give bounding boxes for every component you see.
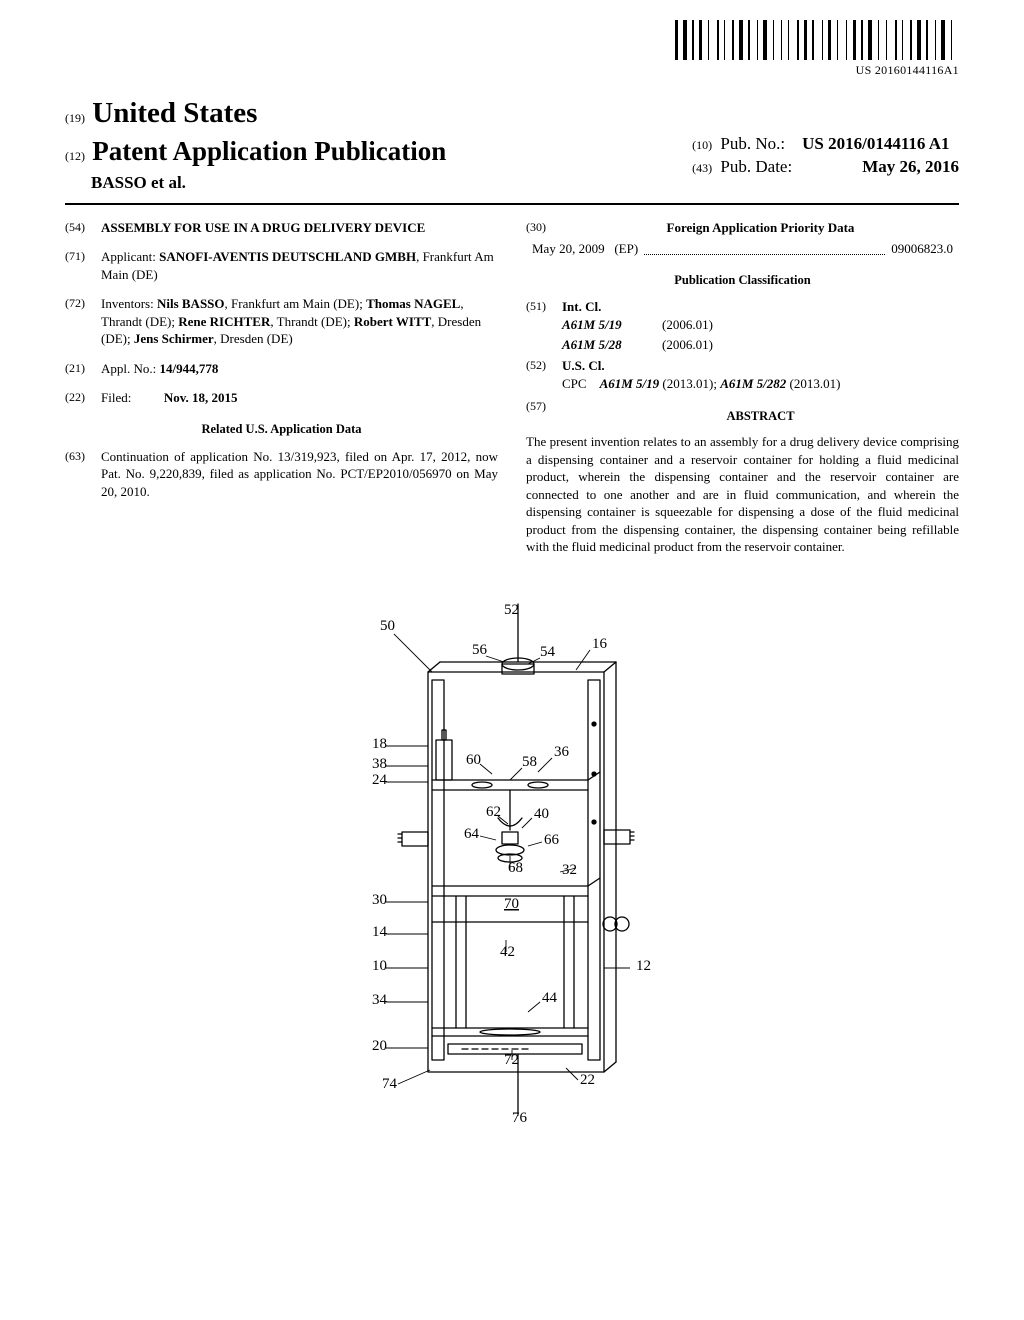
section-52: (52) U.S. Cl. CPC A61M 5/19 (2013.01); A… xyxy=(526,357,959,392)
pubdate: May 26, 2016 xyxy=(862,156,959,179)
section-51: (51) Int. Cl. A61M 5/19(2006.01)A61M 5/2… xyxy=(526,298,959,355)
svg-text:12: 12 xyxy=(636,958,651,974)
header: (19) United States (12) Patent Applicati… xyxy=(65,94,959,195)
tag-19: (19) xyxy=(65,111,85,125)
priority-date: May 20, 2009 xyxy=(532,240,605,258)
patent-figure: 5052565416183824605836624064666832307014… xyxy=(65,584,959,1137)
pubno: US 2016/0144116 A1 xyxy=(802,134,949,153)
svg-text:60: 60 xyxy=(466,752,481,768)
section-71: (71) Applicant: SANOFI-AVENTIS DEUTSCHLA… xyxy=(65,248,498,283)
svg-text:18: 18 xyxy=(372,736,387,752)
publication-id: US 20160144116A1 xyxy=(675,62,959,78)
filed-value: Nov. 18, 2015 xyxy=(164,390,238,405)
svg-text:14: 14 xyxy=(372,924,388,940)
section-30: (30) Foreign Application Priority Data xyxy=(526,219,959,237)
svg-text:50: 50 xyxy=(380,618,395,634)
left-column: (54) ASSEMBLY FOR USE IN A DRUG DELIVERY… xyxy=(65,219,498,556)
section-54: (54) ASSEMBLY FOR USE IN A DRUG DELIVERY… xyxy=(65,219,498,237)
svg-text:38: 38 xyxy=(372,756,387,772)
abstract-text: The present invention relates to an asse… xyxy=(526,433,959,556)
priority-row: May 20, 2009 (EP) 09006823.0 xyxy=(526,240,959,258)
cpc-value: A61M 5/19 (2013.01); A61M 5/282 (2013.01… xyxy=(600,376,841,391)
barcode-block: US 20160144116A1 xyxy=(675,20,959,78)
tag-43: (43) xyxy=(692,161,712,175)
barcode-image xyxy=(675,20,959,60)
svg-text:52: 52 xyxy=(504,602,519,618)
inventors-label: Inventors: xyxy=(101,296,154,311)
applicant-name: SANOFI-AVENTIS DEUTSCHLAND GMBH xyxy=(159,249,416,264)
top-barcode-area: US 20160144116A1 xyxy=(65,20,959,88)
svg-text:58: 58 xyxy=(522,754,537,770)
two-columns: (54) ASSEMBLY FOR USE IN A DRUG DELIVERY… xyxy=(65,219,959,556)
svg-text:64: 64 xyxy=(464,826,480,842)
doc-type: Patent Application Publication xyxy=(92,136,446,166)
svg-text:66: 66 xyxy=(544,832,560,848)
classification-head: Publication Classification xyxy=(526,272,959,289)
code-54: (54) xyxy=(65,219,101,237)
code-63: (63) xyxy=(65,448,101,501)
pubno-label: Pub. No.: xyxy=(720,134,785,153)
code-57: (57) xyxy=(526,398,562,431)
section-22: (22) Filed: Nov. 18, 2015 xyxy=(65,389,498,407)
uscl-label: U.S. Cl. xyxy=(562,357,959,375)
svg-text:10: 10 xyxy=(372,958,387,974)
cpc-label: CPC xyxy=(562,376,587,391)
svg-text:70: 70 xyxy=(504,896,519,912)
svg-text:40: 40 xyxy=(534,806,549,822)
inventors-value: Nils BASSO, Frankfurt am Main (DE); Thom… xyxy=(101,296,481,346)
invention-title: ASSEMBLY FOR USE IN A DRUG DELIVERY DEVI… xyxy=(101,219,498,237)
applno-value: 14/944,778 xyxy=(160,361,219,376)
svg-text:24: 24 xyxy=(372,772,388,788)
country: United States xyxy=(92,97,257,129)
priority-country: (EP) xyxy=(614,240,638,258)
foreign-priority-head: Foreign Application Priority Data xyxy=(562,219,959,237)
code-22: (22) xyxy=(65,389,101,407)
svg-text:22: 22 xyxy=(580,1072,595,1088)
svg-text:76: 76 xyxy=(512,1110,528,1126)
code-72: (72) xyxy=(65,295,101,348)
code-52: (52) xyxy=(526,357,562,392)
section-63: (63) Continuation of application No. 13/… xyxy=(65,448,498,501)
tag-10: (10) xyxy=(692,138,712,152)
svg-text:62: 62 xyxy=(486,804,501,820)
pubdate-label: Pub. Date: xyxy=(720,157,792,176)
code-21: (21) xyxy=(65,360,101,378)
svg-text:34: 34 xyxy=(372,992,388,1008)
continuation-text: Continuation of application No. 13/319,9… xyxy=(101,448,498,501)
svg-text:72: 72 xyxy=(504,1052,519,1068)
section-57: (57) ABSTRACT xyxy=(526,398,959,431)
section-72: (72) Inventors: Nils BASSO, Frankfurt am… xyxy=(65,295,498,348)
authors-line: BASSO et al. xyxy=(91,172,446,195)
applicant-label: Applicant: xyxy=(101,249,156,264)
svg-text:54: 54 xyxy=(540,644,556,660)
right-column: (30) Foreign Application Priority Data M… xyxy=(526,219,959,556)
svg-text:16: 16 xyxy=(592,636,608,652)
svg-text:30: 30 xyxy=(372,892,387,908)
svg-text:56: 56 xyxy=(472,642,488,658)
code-71: (71) xyxy=(65,248,101,283)
intcl-label: Int. Cl. xyxy=(562,298,959,316)
svg-text:20: 20 xyxy=(372,1038,387,1054)
filed-label: Filed: xyxy=(101,390,131,405)
svg-text:42: 42 xyxy=(500,944,515,960)
abstract-head: ABSTRACT xyxy=(562,408,959,425)
svg-text:74: 74 xyxy=(382,1076,398,1092)
svg-text:44: 44 xyxy=(542,990,558,1006)
priority-dots xyxy=(644,237,885,255)
code-51: (51) xyxy=(526,298,562,355)
code-30: (30) xyxy=(526,219,562,237)
tag-12: (12) xyxy=(65,149,85,163)
applno-label: Appl. No.: xyxy=(101,361,156,376)
divider xyxy=(65,203,959,205)
priority-num: 09006823.0 xyxy=(891,240,953,258)
section-21: (21) Appl. No.: 14/944,778 xyxy=(65,360,498,378)
svg-text:36: 36 xyxy=(554,744,570,760)
related-head: Related U.S. Application Data xyxy=(65,421,498,438)
